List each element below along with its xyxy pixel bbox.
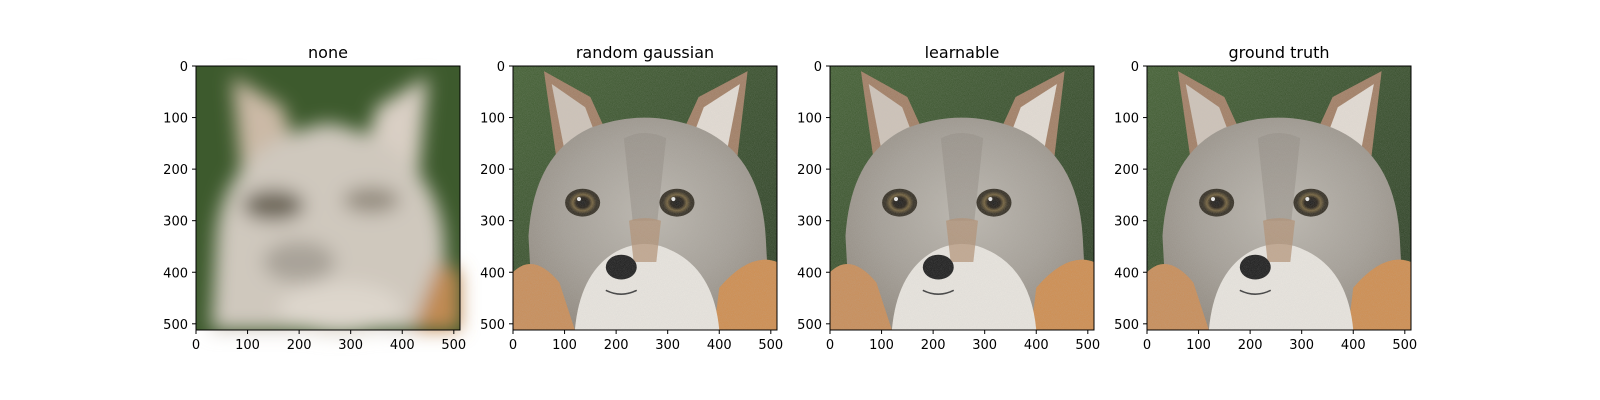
y-tick-label: 100 (797, 112, 822, 127)
x-tick-label: 400 (1024, 338, 1049, 353)
y-tick-label: 100 (1114, 112, 1139, 127)
panel-1: random gaussian 0 100 200 300 400 500 0 100 200 30… (480, 43, 783, 353)
y-tick-label: 200 (797, 163, 822, 178)
x-tick-label: 300 (1289, 338, 1314, 353)
y-tick-label: 500 (797, 318, 822, 333)
y-tick-label: 400 (797, 266, 822, 281)
panel-0: none 0 100 200 300 400 500 0 100 200 300 400 500 (163, 43, 466, 353)
y-tick-label: 200 (163, 163, 188, 178)
x-tick-label: 300 (972, 338, 997, 353)
x-tick-label: 400 (1341, 338, 1366, 353)
y-tick-label: 200 (480, 163, 505, 178)
y-tick-label: 500 (163, 318, 188, 333)
x-tick-label: 100 (235, 338, 260, 353)
x-tick-label: 200 (1238, 338, 1263, 353)
y-tick-label: 0 (180, 60, 188, 75)
x-tick-label: 500 (758, 338, 783, 353)
y-tick-label: 300 (163, 215, 188, 230)
axes-frame (829, 65, 1095, 331)
x-tick-label: 400 (390, 338, 415, 353)
x-tick-label: 0 (509, 338, 517, 353)
x-tick-label: 0 (1143, 338, 1151, 353)
x-tick-label: 100 (869, 338, 894, 353)
x-tick-label: 200 (287, 338, 312, 353)
x-tick-label: 100 (1186, 338, 1211, 353)
x-tick-label: 400 (707, 338, 732, 353)
axes-frame (512, 65, 778, 331)
x-tick-label: 300 (338, 338, 363, 353)
fox-face-image (830, 66, 1094, 330)
y-tick-label: 500 (1114, 318, 1139, 333)
y-tick-label: 300 (797, 215, 822, 230)
y-tick-label: 100 (480, 112, 505, 127)
x-tick-label: 200 (921, 338, 946, 353)
fox-face-image (1147, 66, 1411, 330)
axes-frame (195, 65, 461, 331)
y-tick-label: 400 (1114, 266, 1139, 281)
x-tick-label: 500 (441, 338, 466, 353)
fox-face-image (513, 66, 777, 330)
panel-title: learnable (925, 43, 1000, 62)
y-tick-label: 0 (1131, 60, 1139, 75)
y-tick-label: 300 (1114, 215, 1139, 230)
y-tick-label: 0 (814, 60, 822, 75)
panel-2: learnable 0 100 200 300 400 500 0 100 200 300 400 50… (797, 43, 1100, 353)
y-tick-label: 100 (163, 112, 188, 127)
x-tick-label: 500 (1075, 338, 1100, 353)
y-tick-label: 0 (497, 60, 505, 75)
x-tick-label: 300 (655, 338, 680, 353)
x-tick-label: 0 (826, 338, 834, 353)
y-tick-label: 200 (1114, 163, 1139, 178)
y-tick-label: 500 (480, 318, 505, 333)
x-tick-label: 500 (1392, 338, 1417, 353)
blurry-fox-image (196, 66, 460, 334)
y-tick-label: 300 (480, 215, 505, 230)
panel-3: ground truth 0 100 200 300 400 500 0 100 200 300 40… (1114, 43, 1417, 353)
panel-title: ground truth (1228, 43, 1329, 62)
axes-frame (1146, 65, 1412, 331)
x-tick-label: 100 (552, 338, 577, 353)
panel-title: random gaussian (576, 43, 714, 62)
y-tick-label: 400 (480, 266, 505, 281)
panel-title: none (308, 43, 348, 62)
x-tick-label: 0 (192, 338, 200, 353)
x-tick-label: 200 (604, 338, 629, 353)
y-tick-label: 400 (163, 266, 188, 281)
